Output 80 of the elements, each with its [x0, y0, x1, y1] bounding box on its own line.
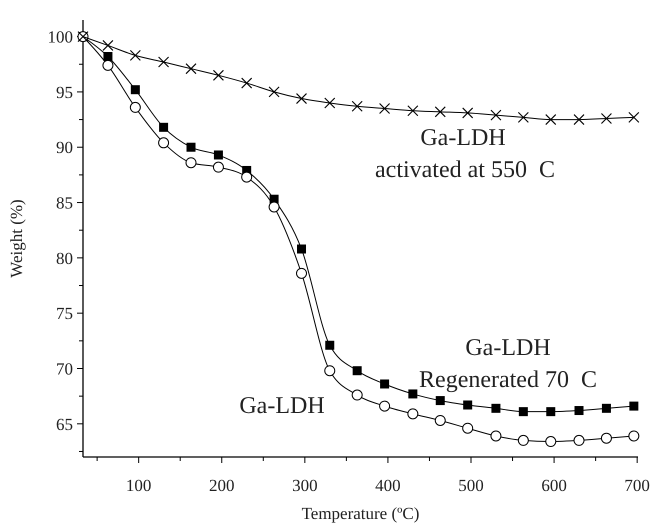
point: [159, 122, 168, 132]
point: [296, 93, 308, 104]
point: [600, 432, 612, 444]
point: [602, 404, 611, 413]
point: [408, 389, 418, 398]
point: [463, 400, 472, 410]
annotation: Ga-LDH: [239, 393, 325, 419]
y-tick-label: 70: [56, 359, 73, 378]
point: [297, 244, 306, 254]
point: [462, 107, 474, 118]
y-tick-label: 65: [56, 414, 73, 434]
point: [379, 102, 390, 114]
point: [130, 50, 141, 61]
point: [628, 430, 640, 442]
point: [130, 102, 141, 113]
point: [325, 340, 334, 350]
point: [102, 60, 114, 71]
point: [212, 162, 224, 173]
point: [545, 114, 556, 126]
x-tick-label: 700: [624, 476, 650, 495]
point: [490, 110, 502, 121]
point: [407, 408, 418, 420]
annotation: activated at 550 C: [375, 157, 555, 183]
point: [268, 201, 280, 212]
point: [102, 40, 114, 51]
point: [600, 112, 612, 124]
point: [241, 78, 252, 89]
point: [434, 414, 446, 426]
point: [268, 86, 280, 98]
x-tick-label: 100: [126, 476, 152, 495]
x-tick-label: 600: [541, 476, 567, 495]
point: [628, 112, 640, 123]
point: [407, 105, 418, 116]
annotation: Ga-LDH: [420, 125, 506, 151]
point: [158, 137, 170, 148]
point: [379, 400, 390, 412]
point: [436, 396, 445, 406]
point: [158, 56, 170, 68]
point: [462, 422, 474, 434]
point: [352, 366, 362, 376]
point: [573, 114, 585, 126]
point: [185, 63, 197, 74]
point: [296, 268, 308, 279]
point: [380, 379, 390, 388]
point: [491, 404, 500, 413]
point: [352, 390, 363, 401]
annotation: Ga-LDH: [465, 335, 551, 361]
x-axis-title: Temperature (ºC): [302, 504, 420, 523]
x-tick-label: 300: [292, 476, 318, 495]
point: [545, 436, 556, 448]
point: [518, 407, 528, 416]
x-tick-label: 200: [209, 476, 234, 495]
point: [241, 172, 252, 183]
point: [518, 112, 529, 123]
y-tick-label: 100: [48, 28, 73, 47]
point: [574, 434, 585, 446]
point: [186, 157, 197, 168]
point: [352, 100, 363, 112]
point: [186, 142, 196, 152]
point: [434, 106, 446, 118]
y-tick-label: 85: [56, 193, 73, 212]
y-axis-title: Weight (%): [7, 199, 26, 278]
point: [214, 150, 223, 160]
y-tick-label: 80: [56, 248, 73, 268]
annotation: Regenerated 70 C: [419, 367, 597, 393]
x-tick-label: 500: [458, 476, 484, 495]
y-tick-label: 95: [56, 82, 73, 102]
point: [574, 406, 584, 416]
point: [518, 434, 529, 446]
point: [103, 52, 112, 62]
x-tick-label: 400: [375, 476, 401, 495]
point: [490, 430, 502, 442]
y-tick-label: 90: [56, 138, 73, 158]
point: [546, 407, 556, 416]
point: [629, 402, 638, 411]
point: [324, 365, 336, 376]
y-tick-label: 75: [56, 304, 73, 324]
point: [130, 85, 140, 94]
point: [212, 70, 224, 81]
point: [324, 97, 336, 109]
